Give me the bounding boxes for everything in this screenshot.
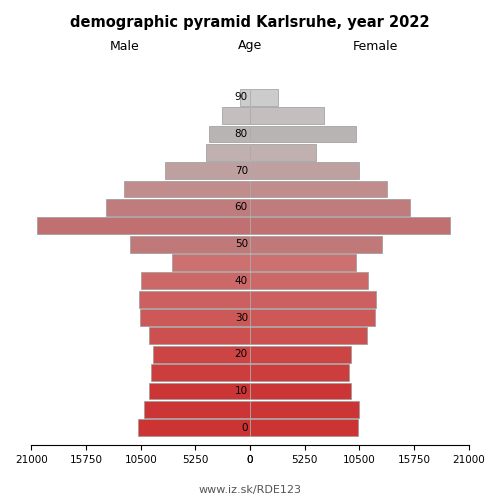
Bar xyxy=(250,401,360,417)
Bar xyxy=(172,254,250,271)
Bar xyxy=(250,364,349,381)
Bar xyxy=(140,309,250,326)
Text: 10: 10 xyxy=(234,386,248,396)
Text: 80: 80 xyxy=(234,129,248,139)
Bar xyxy=(144,401,250,417)
Bar xyxy=(138,290,250,308)
Text: Female: Female xyxy=(352,40,398,52)
Text: demographic pyramid Karlsruhe, year 2022: demographic pyramid Karlsruhe, year 2022 xyxy=(70,15,430,30)
Bar xyxy=(106,199,250,216)
Text: 40: 40 xyxy=(234,276,248,286)
Bar xyxy=(250,419,358,436)
Text: www.iz.sk/RDE123: www.iz.sk/RDE123 xyxy=(198,485,302,495)
Bar xyxy=(36,218,250,234)
Bar xyxy=(149,382,250,400)
Bar xyxy=(250,254,356,271)
Bar xyxy=(151,364,250,381)
Bar xyxy=(250,290,376,308)
Bar xyxy=(250,199,410,216)
Bar xyxy=(250,236,382,252)
Text: Male: Male xyxy=(110,40,140,52)
Bar xyxy=(124,180,250,198)
Bar xyxy=(250,328,366,344)
Bar xyxy=(250,180,388,198)
Text: 90: 90 xyxy=(234,92,248,102)
Bar xyxy=(250,346,351,362)
Bar xyxy=(149,328,250,344)
Text: Age: Age xyxy=(238,40,262,52)
Bar xyxy=(240,89,250,106)
Bar xyxy=(153,346,250,362)
Bar xyxy=(250,272,368,289)
Bar xyxy=(250,126,356,142)
Text: 0: 0 xyxy=(242,422,248,432)
Bar xyxy=(206,144,250,161)
Bar xyxy=(250,107,324,124)
Text: 20: 20 xyxy=(234,349,248,359)
Bar xyxy=(222,107,250,124)
Bar xyxy=(210,126,250,142)
Text: 50: 50 xyxy=(234,239,248,249)
Bar xyxy=(250,162,360,179)
Bar xyxy=(250,144,316,161)
Bar xyxy=(250,309,375,326)
Bar xyxy=(250,382,351,400)
Bar xyxy=(140,272,250,289)
Text: 30: 30 xyxy=(234,312,248,322)
Bar xyxy=(138,419,250,436)
Bar xyxy=(250,89,278,106)
Bar xyxy=(164,162,250,179)
Bar xyxy=(130,236,250,252)
Text: 70: 70 xyxy=(234,166,248,175)
Bar xyxy=(250,218,450,234)
Text: 60: 60 xyxy=(234,202,248,212)
